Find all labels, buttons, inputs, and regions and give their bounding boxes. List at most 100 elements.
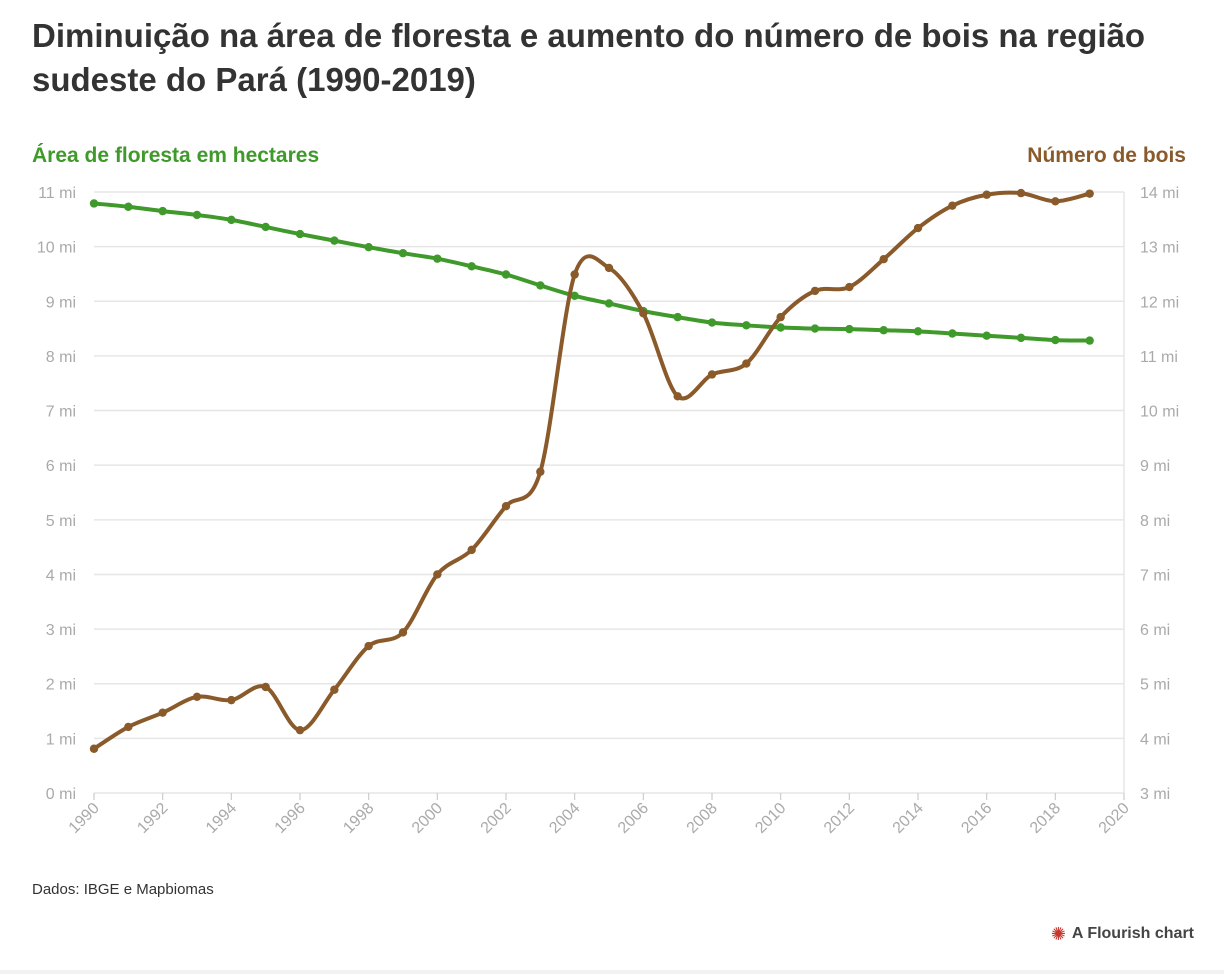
data-point-forest[interactable] (604, 299, 614, 308)
right-tick-label: 3 mi (1140, 786, 1170, 803)
left-tick-label: 0 mi (46, 786, 76, 803)
data-point-forest[interactable] (330, 236, 339, 245)
data-point-cattle[interactable] (776, 312, 785, 322)
series-cattle (89, 188, 1094, 753)
footer-divider (0, 970, 1224, 974)
data-point-forest[interactable] (536, 281, 545, 290)
data-point-cattle[interactable] (501, 501, 511, 511)
data-point-forest[interactable] (467, 262, 476, 271)
left-tick-label: 5 mi (46, 513, 76, 530)
data-point-cattle[interactable] (398, 628, 408, 637)
left-tick-label: 7 mi (46, 404, 76, 421)
data-point-cattle[interactable] (467, 545, 476, 555)
data-point-cattle[interactable] (1051, 197, 1060, 206)
data-point-forest[interactable] (913, 327, 923, 336)
flourish-logo-icon: ✺ (1050, 924, 1066, 944)
data-point-forest[interactable] (433, 254, 442, 263)
right-tick-label: 6 mi (1140, 622, 1170, 639)
data-point-forest[interactable] (192, 210, 202, 220)
right-tick-label: 9 mi (1140, 458, 1170, 475)
data-point-cattle[interactable] (364, 641, 373, 651)
data-point-cattle[interactable] (879, 255, 888, 264)
data-point-cattle[interactable] (536, 467, 545, 476)
data-point-cattle[interactable] (948, 201, 957, 210)
data-point-forest[interactable] (948, 329, 957, 338)
data-point-forest[interactable] (879, 326, 888, 335)
data-point-forest[interactable] (261, 222, 270, 232)
left-tick-label: 2 mi (46, 677, 76, 694)
right-tick-label: 14 mi (1140, 185, 1179, 202)
data-point-cattle[interactable] (673, 392, 682, 401)
data-point-forest[interactable] (742, 321, 751, 330)
data-source: Dados: IBGE e Mapbiomas (32, 881, 214, 898)
data-point-forest[interactable] (89, 199, 99, 208)
right-tick-label: 12 mi (1140, 294, 1179, 311)
data-point-cattle[interactable] (913, 223, 923, 233)
left-tick-label: 6 mi (46, 458, 76, 475)
x-axis-ticks: 1990 1992 1994 1996 1998 2000 2002 2004 2006 2008… (66, 793, 1133, 837)
data-point-cattle[interactable] (845, 282, 854, 292)
data-point-cattle[interactable] (982, 190, 991, 199)
data-point-forest[interactable] (1051, 335, 1060, 345)
left-tick-label: 3 mi (46, 622, 76, 639)
data-point-cattle[interactable] (158, 708, 167, 717)
x-tick-label: 1990 (66, 800, 103, 837)
left-tick-label: 4 mi (46, 567, 76, 584)
chart-title: Diminuição na área de floresta e aumento… (32, 17, 1146, 98)
data-point-forest[interactable] (1016, 333, 1026, 343)
right-tick-label: 5 mi (1140, 677, 1170, 694)
right-axis-title: Número de bois (1027, 144, 1186, 167)
data-point-forest[interactable] (845, 324, 854, 334)
left-tick-label: 11 mi (38, 185, 76, 202)
x-tick-label: 2020 (1096, 800, 1133, 837)
left-tick-label: 10 mi (37, 240, 76, 257)
left-axis-ticks: 0 mi 1 mi 2 mi 3 mi 4 mi 5 mi 6 mi 7 mi 8 mi 9 mi… (37, 185, 76, 803)
x-tick-label: 2008 (684, 800, 721, 837)
right-tick-label: 13 mi (1140, 240, 1179, 257)
data-point-cattle[interactable] (742, 359, 751, 368)
data-point-forest[interactable] (501, 270, 511, 279)
data-point-cattle[interactable] (1016, 188, 1026, 198)
data-point-cattle[interactable] (192, 692, 202, 702)
left-tick-label: 9 mi (46, 294, 76, 311)
data-point-cattle[interactable] (707, 370, 717, 379)
data-point-forest[interactable] (398, 248, 408, 258)
data-point-cattle[interactable] (433, 570, 442, 579)
data-point-cattle[interactable] (570, 270, 579, 279)
flourish-credit[interactable]: ✺ A Flourish chart (1051, 925, 1194, 943)
data-point-cattle[interactable] (639, 309, 648, 318)
data-point-cattle[interactable] (227, 695, 236, 705)
x-tick-label: 2000 (409, 800, 446, 837)
data-point-forest[interactable] (707, 318, 717, 327)
data-point-cattle[interactable] (89, 744, 99, 753)
series-line-cattle (92, 190, 1092, 751)
x-tick-label: 1994 (203, 800, 240, 837)
data-point-forest[interactable] (158, 206, 167, 216)
data-point-forest[interactable] (776, 323, 785, 332)
data-point-forest[interactable] (295, 229, 305, 239)
data-point-cattle[interactable] (1085, 189, 1094, 198)
data-point-forest[interactable] (1085, 336, 1094, 345)
data-point-cattle[interactable] (261, 682, 270, 692)
x-tick-label: 1996 (272, 800, 309, 837)
data-point-forest[interactable] (124, 202, 133, 211)
data-point-forest[interactable] (982, 331, 991, 340)
credit-label: A Flourish chart (1071, 925, 1194, 942)
x-tick-label: 2004 (546, 800, 583, 837)
data-point-forest[interactable] (364, 242, 373, 252)
data-point-forest[interactable] (673, 312, 682, 322)
data-point-cattle[interactable] (330, 685, 339, 694)
data-point-forest[interactable] (810, 324, 820, 333)
data-point-cattle[interactable] (124, 722, 133, 732)
right-axis-ticks: 3 mi 4 mi 5 mi 6 mi 7 mi 8 mi 9 mi 10 mi 11 mi 12… (1140, 185, 1179, 803)
data-point-cattle[interactable] (295, 725, 305, 735)
line-chart: 0 mi 1 mi 2 mi 3 mi 4 mi 5 mi 6 mi 7 mi 8 mi 9 mi… (37, 185, 1179, 837)
x-tick-label: 2006 (615, 800, 652, 837)
x-tick-label: 1998 (340, 800, 377, 837)
right-tick-label: 7 mi (1140, 567, 1170, 584)
right-tick-label: 10 mi (1140, 404, 1179, 421)
data-point-forest[interactable] (570, 291, 579, 301)
data-point-cattle[interactable] (604, 263, 614, 273)
data-point-cattle[interactable] (810, 286, 820, 296)
data-point-forest[interactable] (227, 215, 236, 225)
